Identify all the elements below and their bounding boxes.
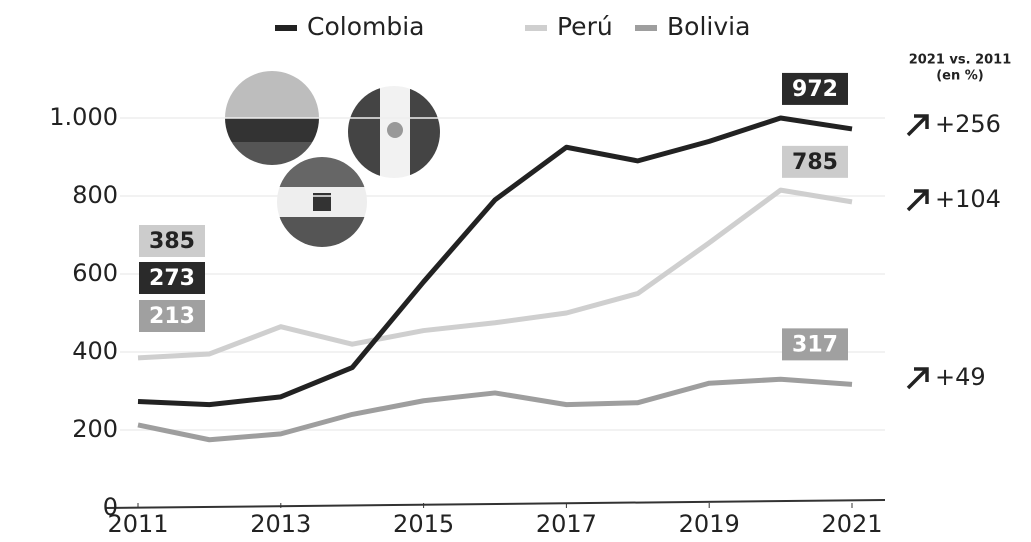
value-label-box xyxy=(782,72,848,105)
x-axis xyxy=(104,499,886,509)
flags xyxy=(225,71,440,247)
line-series xyxy=(137,115,853,408)
arrow-icon xyxy=(906,367,929,390)
value-label: 273 xyxy=(149,266,195,291)
value-label-box xyxy=(782,328,848,361)
x-tick-label: 2019 xyxy=(679,510,740,538)
x-tick-label: 2021 xyxy=(821,510,882,538)
value-label: 385 xyxy=(149,229,195,254)
legend-label: Colombia xyxy=(307,12,424,41)
x-tick-label: 2017 xyxy=(536,510,597,538)
legend-label: Bolivia xyxy=(667,12,750,41)
arrow-icon xyxy=(906,189,929,212)
value-label-box xyxy=(139,262,205,294)
y-tick-label: 800 xyxy=(72,181,118,209)
value-label: 785 xyxy=(792,150,838,175)
y-tick-label: 400 xyxy=(72,337,118,365)
x-tick-label: 2013 xyxy=(250,510,311,538)
y-tick-label: 0 xyxy=(103,493,118,521)
value-label: 972 xyxy=(792,77,838,102)
y-tick-label: 600 xyxy=(72,259,118,287)
x-tick-label: 2011 xyxy=(107,510,168,538)
change-label: +104 xyxy=(935,185,1001,213)
line-series xyxy=(137,187,853,361)
value-label-box xyxy=(782,145,848,178)
value-label: 213 xyxy=(149,304,195,329)
value-label-box xyxy=(139,225,205,257)
change-label: +49 xyxy=(935,363,986,391)
legend-label: Perú xyxy=(557,12,613,41)
y-tick-label: 1.000 xyxy=(49,103,118,131)
y-tick-label: 200 xyxy=(72,415,118,443)
annotation-header: 2021 vs. 2011 xyxy=(909,53,1012,68)
annotation-unit: (en %) xyxy=(936,69,984,84)
value-label: 317 xyxy=(792,332,838,357)
change-label: +256 xyxy=(935,110,1001,138)
value-label-box xyxy=(139,300,205,332)
line-series xyxy=(137,376,853,443)
arrow-icon xyxy=(906,114,929,137)
x-tick-label: 2015 xyxy=(393,510,454,538)
